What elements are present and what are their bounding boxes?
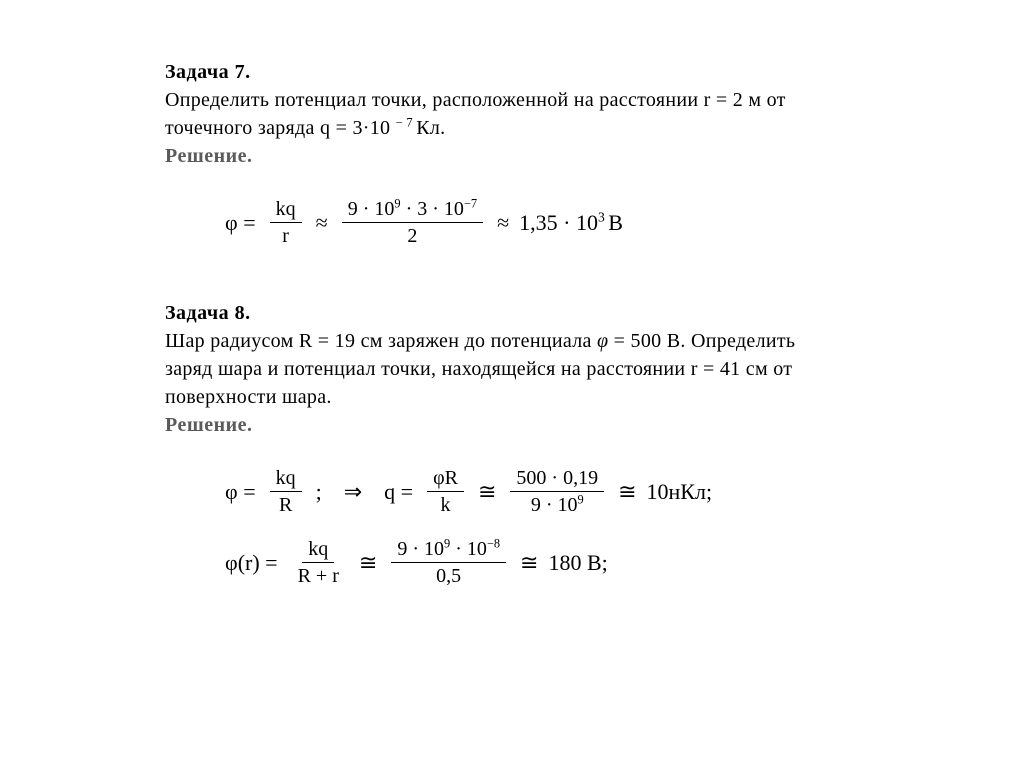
equation-row-7: φ = kq r ≈ 9 · 109 · 3 · 10−7 2 ≈ 1,35 ·… xyxy=(225,198,964,247)
frac-phiR-k-num: φR xyxy=(427,467,464,492)
phi-equals-8a: φ = xyxy=(225,481,256,503)
frac-kq-R-num: kq xyxy=(270,467,302,492)
frac-kq-R: kq R xyxy=(270,467,302,516)
equation-row-8b: φ(r) = kq R + r ≅ 9 · 109 · 10−8 0,5 ≅ 1… xyxy=(225,538,964,587)
frac-numeric-7: 9 · 109 · 3 · 10−7 2 xyxy=(342,198,483,247)
frac-numeric-8b-den: 0,5 xyxy=(430,563,467,587)
frac-kq-r-num: kq xyxy=(270,198,302,223)
equation-row-8a: φ = kq R ; ⇒ q = φR k ≅ 500 · 0,19 9 · 1… xyxy=(225,467,964,516)
approx-2: ≈ xyxy=(497,212,509,234)
problem-7-line2-prefix: точечного заряда q = 3·10 xyxy=(165,117,396,139)
approx-8a-2: ≅ xyxy=(618,481,636,503)
frac-kq-Rr-num: kq xyxy=(302,538,334,563)
problem-8-line3: поверхности шара. xyxy=(165,383,964,411)
problem-8-formulas: φ = kq R ; ⇒ q = φR k ≅ 500 · 0,19 9 · 1… xyxy=(165,467,964,587)
frac-kq-Rr: kq R + r xyxy=(292,538,345,587)
frac-numeric-8a-num: 500 · 0,19 xyxy=(510,467,604,492)
problem-7-line2-exp: − 7 xyxy=(396,115,417,129)
approx-8b-1: ≅ xyxy=(359,552,377,574)
problem-7-title: Задача 7. xyxy=(165,58,964,86)
problem-8: Задача 8. Шар радиусом R = 19 см заряжен… xyxy=(165,299,964,439)
problem-8-line1: Шар радиусом R = 19 см заряжен до потенц… xyxy=(165,327,964,355)
result-8a: 10нКл; xyxy=(647,481,713,503)
frac-kq-r-den: r xyxy=(276,223,295,247)
phi-equals: φ = xyxy=(225,212,256,234)
frac-numeric-7-num: 9 · 109 · 3 · 10−7 xyxy=(342,198,483,223)
frac-kq-Rr-den: R + r xyxy=(292,563,345,587)
problem-8-title: Задача 8. xyxy=(165,299,964,327)
frac-kq-R-den: R xyxy=(273,492,298,516)
approx-8b-2: ≅ xyxy=(520,552,538,574)
approx-1: ≈ xyxy=(316,212,328,234)
frac-kq-r: kq r xyxy=(270,198,302,247)
frac-phiR-k-den: k xyxy=(435,492,457,516)
page-container: Задача 7. Определить потенциал точки, ра… xyxy=(0,0,1024,768)
q-equals: q = xyxy=(384,481,413,503)
frac-numeric-8a: 500 · 0,19 9 · 109 xyxy=(510,467,604,516)
result-7: 1,35 · 103 В xyxy=(519,212,623,234)
problem-8-phi-symbol: φ xyxy=(597,330,608,352)
semicolon-8a: ; xyxy=(316,481,322,503)
frac-numeric-7-den: 2 xyxy=(401,223,423,247)
problem-7: Задача 7. Определить потенциал точки, ра… xyxy=(165,58,964,170)
problem-8-solution-label: Решение. xyxy=(165,411,964,439)
frac-numeric-8b-num: 9 · 109 · 10−8 xyxy=(391,538,506,563)
problem-7-formula: φ = kq r ≈ 9 · 109 · 3 · 10−7 2 ≈ 1,35 ·… xyxy=(165,198,964,247)
problem-7-line2: точечного заряда q = 3·10 − 7 Кл. xyxy=(165,114,964,142)
problem-7-line1: Определить потенциал точки, расположенно… xyxy=(165,86,964,114)
result-8b: 180 В; xyxy=(548,552,607,574)
frac-phiR-k: φR k xyxy=(427,467,464,516)
approx-8a-1: ≅ xyxy=(478,481,496,503)
frac-numeric-8a-den: 9 · 109 xyxy=(525,492,590,516)
problem-7-solution-label: Решение. xyxy=(165,142,964,170)
problem-8-line1-suffix: = 500 В. Определить xyxy=(608,330,795,352)
frac-numeric-8b: 9 · 109 · 10−8 0,5 xyxy=(391,538,506,587)
phi-r-equals: φ(r) = xyxy=(225,552,278,574)
arrow-8a: ⇒ xyxy=(344,481,362,503)
problem-8-line1-prefix: Шар радиусом R = 19 см заряжен до потенц… xyxy=(165,330,597,352)
problem-8-line2: заряд шара и потенциал точки, находящейс… xyxy=(165,355,964,383)
problem-7-line2-suffix: Кл. xyxy=(416,117,445,139)
